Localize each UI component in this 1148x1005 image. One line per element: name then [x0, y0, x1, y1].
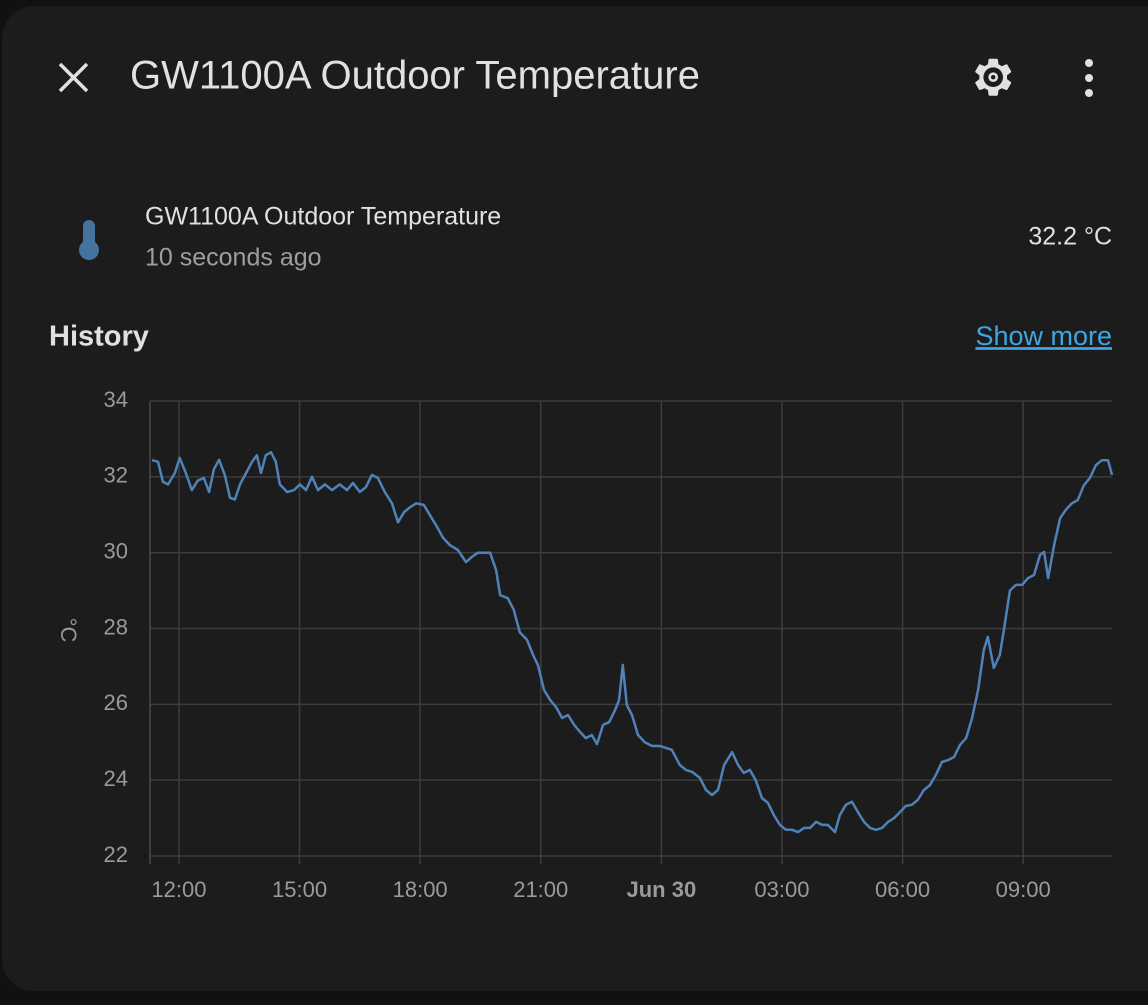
dialog-title: GW1100A Outdoor Temperature [130, 54, 700, 98]
x-tick-label: 09:00 [996, 877, 1051, 902]
entity-name: GW1100A Outdoor Temperature [145, 203, 501, 231]
history-title: History [49, 321, 149, 353]
x-tick-label: Jun 30 [626, 877, 696, 902]
y-tick-label: 30 [104, 538, 128, 563]
entity-state: 32.2 °C [1028, 223, 1112, 251]
dialog [2, 6, 1148, 991]
last-changed: 10 seconds ago [145, 244, 322, 272]
y-tick-label: 22 [104, 842, 128, 867]
y-tick-label: 28 [104, 614, 128, 639]
x-tick-label: 18:00 [393, 877, 448, 902]
y-tick-label: 34 [104, 387, 128, 412]
x-tick-label: 03:00 [754, 877, 809, 902]
temperature-line [151, 450, 1114, 834]
y-axis-label: °C [56, 618, 81, 643]
x-tick-label: 15:00 [272, 877, 327, 902]
x-tick-label: 12:00 [151, 877, 206, 902]
x-tick-label: 06:00 [875, 877, 930, 902]
more-menu-button[interactable] [1085, 59, 1093, 97]
chart: 22 24 26 28 30 32 34 12:00 15:00 18:00 21:00 Jun 30… [56, 387, 1114, 902]
y-tick-label: 24 [104, 766, 128, 791]
thermometer-icon [79, 220, 99, 260]
close-button[interactable] [58, 62, 89, 93]
y-tick-label: 32 [104, 463, 128, 488]
settings-button[interactable] [975, 58, 1012, 96]
show-more-link[interactable]: Show more [975, 321, 1112, 351]
y-tick-label: 26 [104, 690, 128, 715]
x-tick-label: 21:00 [513, 877, 568, 902]
